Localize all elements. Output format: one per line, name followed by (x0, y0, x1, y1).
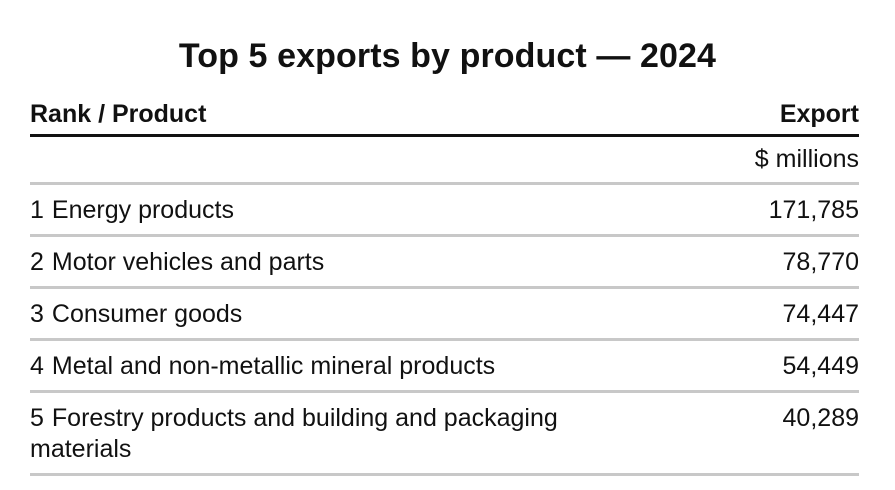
row-product-cell: 5 Forestry products and building and pack… (30, 393, 630, 473)
row-product-cell: 4 Metal and non-metallic mineral products (30, 341, 495, 390)
header-export: Export (779, 100, 859, 128)
row-rank: 3 (30, 300, 44, 328)
row-product-cell: 2 Motor vehicles and parts (30, 237, 324, 286)
exports-table: Rank / Product Export $ millions 1 Energy… (30, 94, 859, 476)
table-row: 3 Consumer goods 74,447 (30, 289, 859, 341)
row-value: 171,785 (768, 196, 859, 224)
units-label: $ millions (30, 137, 859, 185)
table-row: 2 Motor vehicles and parts 78,770 (30, 237, 859, 289)
row-product: Forestry products and building and packa… (30, 404, 558, 463)
row-product: Energy products (51, 196, 234, 224)
table-row: 1 Energy products 171,785 (30, 185, 859, 237)
row-product-cell: 1 Energy products (30, 185, 234, 234)
row-rank: 5 (30, 404, 44, 432)
row-product: Motor vehicles and parts (51, 248, 325, 276)
header-rank-product: Rank / Product (30, 100, 207, 128)
row-product-cell: 3 Consumer goods (30, 289, 242, 338)
row-value: 40,289 (782, 404, 859, 432)
row-rank: 4 (30, 352, 44, 380)
row-product: Consumer goods (51, 300, 243, 328)
table-row: 5 Forestry products and building and pack… (30, 393, 859, 476)
row-value: 54,449 (782, 352, 859, 380)
table-title: Top 5 exports by product — 2024 (178, 37, 717, 75)
row-value: 78,770 (782, 248, 859, 276)
row-rank: 1 (30, 196, 44, 224)
table-row: 4 Metal and non-metallic mineral products… (30, 341, 859, 393)
table-header: Rank / Product Export (30, 94, 859, 137)
row-rank: 2 (30, 248, 44, 276)
row-value: 74,447 (782, 300, 859, 328)
row-product: Metal and non-metallic mineral products (51, 352, 496, 380)
